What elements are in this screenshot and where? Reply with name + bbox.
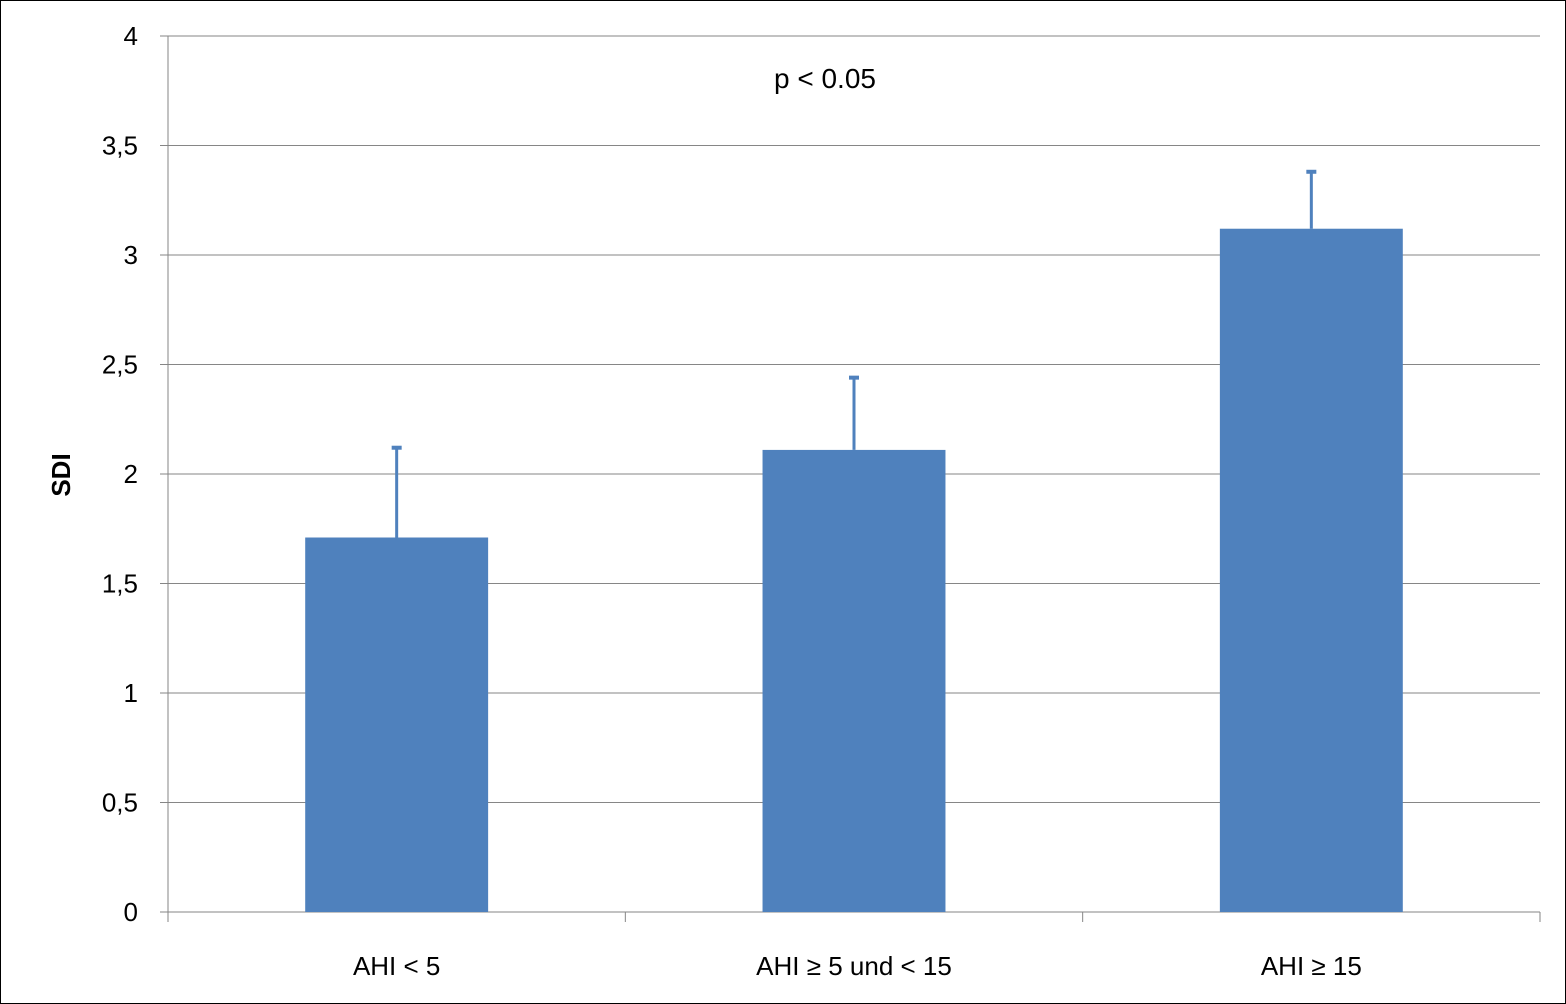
y-tick-label: 1 xyxy=(124,678,138,708)
y-tick-label: 2 xyxy=(124,459,138,489)
bar xyxy=(305,537,489,912)
y-axis-title: SDI xyxy=(46,453,76,496)
y-tick-label: 3,5 xyxy=(102,131,138,161)
category-label: AHI ≥ 5 und < 15 xyxy=(756,951,952,981)
category-label: AHI ≥ 15 xyxy=(1261,951,1362,981)
y-tick-label: 0,5 xyxy=(102,788,138,818)
category-label: AHI < 5 xyxy=(353,951,440,981)
y-tick-label: 1,5 xyxy=(102,569,138,599)
bar xyxy=(1219,228,1403,913)
bar xyxy=(762,449,946,912)
y-tick-labels: 0 0,5 1 1,5 2 2,5 3 3,5 4 xyxy=(102,21,138,927)
y-tick-label: 4 xyxy=(124,21,138,51)
y-tick-label: 2,5 xyxy=(102,350,138,380)
y-tick-label: 3 xyxy=(124,240,138,270)
bars xyxy=(305,228,1403,913)
y-tick-label: 0 xyxy=(124,897,138,927)
error-bars xyxy=(391,169,1317,538)
p-value-annotation: p < 0.05 xyxy=(774,63,876,94)
category-labels: AHI < 5 AHI ≥ 5 und < 15 AHI ≥ 15 xyxy=(353,951,1362,981)
